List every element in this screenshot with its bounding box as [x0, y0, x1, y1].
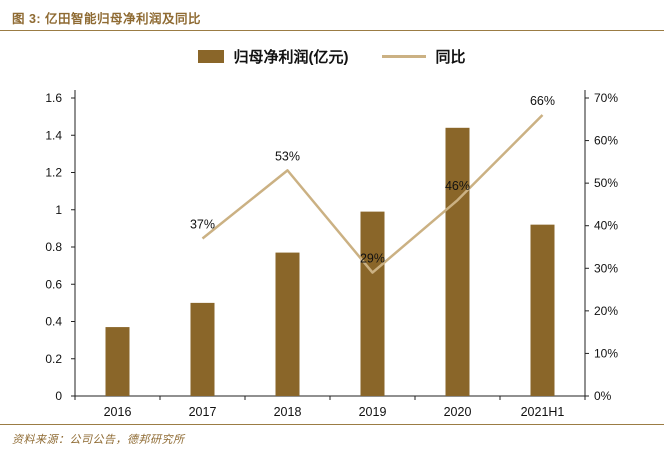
data-label: 53% [275, 149, 300, 163]
data-label: 66% [530, 94, 555, 108]
left-axis-tick-label: 1.4 [45, 128, 62, 142]
left-axis-tick-label: 0.6 [45, 277, 62, 291]
bar-2016 [105, 327, 130, 396]
x-axis-label: 2020 [444, 405, 472, 419]
left-axis-tick-label: 0 [55, 389, 62, 403]
bar-2019 [360, 211, 385, 396]
right-axis-tick-label: 60% [594, 134, 618, 148]
data-label: 46% [445, 179, 470, 193]
left-axis-tick-label: 1.2 [45, 166, 62, 180]
chart-legend: 归母净利润(亿元) 同比 [0, 46, 664, 67]
left-axis-tick-label: 1 [55, 203, 62, 217]
x-axis-label: 2018 [274, 405, 302, 419]
legend-line-label: 同比 [435, 49, 466, 66]
source-note: 资料来源：公司公告，德邦研究所 [12, 434, 185, 446]
legend-bar-label: 归母净利润(亿元) [233, 49, 349, 66]
bar-2018 [275, 252, 300, 396]
data-label: 29% [360, 252, 385, 266]
data-label: 37% [190, 217, 215, 231]
line-swatch-icon [382, 55, 427, 58]
x-axis-label: 2019 [359, 405, 387, 419]
right-axis-tick-label: 50% [594, 176, 618, 190]
right-axis-tick-label: 10% [594, 346, 618, 360]
left-axis-tick-label: 0.8 [45, 240, 62, 254]
bar-2021H1 [530, 224, 555, 396]
x-axis-label: 2016 [104, 405, 132, 419]
left-axis-tick-label: 0.2 [45, 352, 62, 366]
bar-2020 [445, 127, 470, 397]
bar-swatch-icon [198, 50, 225, 63]
combo-chart: 0 0.2 0.4 0.6 0.8 1 1.2 1.4 1.6 0% 10% 20% 30% 40% 50%… [45, 90, 618, 419]
right-axis-tick-label: 20% [594, 304, 618, 318]
right-axis-tick-label: 40% [594, 219, 618, 233]
x-axis-label: 2021H1 [521, 405, 565, 419]
source-divider [0, 424, 664, 425]
line-series [201, 114, 544, 274]
title-divider [0, 30, 664, 31]
right-axis-tick-label: 70% [594, 91, 618, 105]
right-axis-tick-label: 0% [594, 389, 612, 403]
right-axis-tick-label: 30% [594, 261, 618, 275]
figure-title: 图 3: 亿田智能归母净利润及同比 [12, 12, 202, 26]
legend-item-line: 同比 [382, 46, 466, 67]
left-axis-tick-label: 1.6 [45, 91, 62, 105]
x-axis-label: 2017 [189, 405, 217, 419]
bar-2017 [190, 302, 215, 396]
left-axis-tick-label: 0.4 [45, 315, 62, 329]
legend-item-bar: 归母净利润(亿元) [198, 46, 348, 67]
